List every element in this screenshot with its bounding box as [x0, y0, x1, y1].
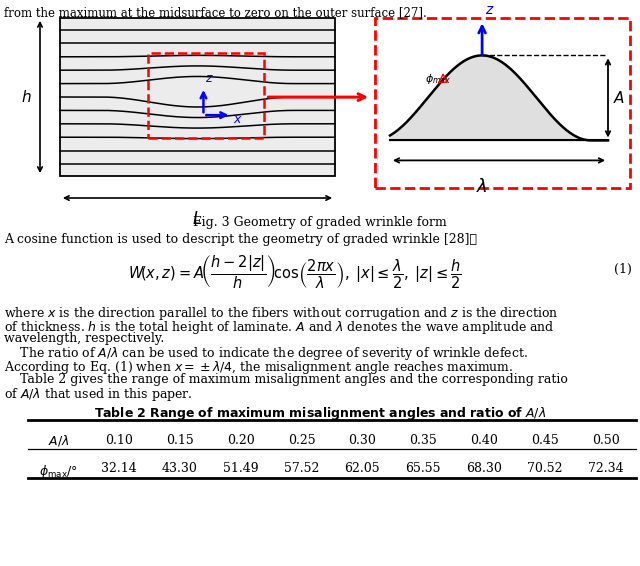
Text: $A/\lambda$: $A/\lambda$	[47, 434, 69, 448]
Text: $L$: $L$	[193, 210, 203, 228]
Text: $z$: $z$	[485, 3, 495, 18]
Text: According to Eq. (1) when $x=\pm\lambda/4$, the misalignment angle reaches maxim: According to Eq. (1) when $x=\pm\lambda/…	[4, 359, 513, 376]
Text: 0.20: 0.20	[227, 434, 255, 447]
Text: wavelength, respectively.: wavelength, respectively.	[4, 332, 164, 345]
Text: where $x$ is the direction parallel to the fibers without corrugation and $z$ is: where $x$ is the direction parallel to t…	[4, 305, 559, 322]
Text: $\phi_{max}$: $\phi_{max}$	[425, 72, 451, 86]
Bar	[60, 18, 335, 176]
Text: The ratio of $A/\lambda$ can be used to indicate the degree of severity of wrink: The ratio of $A/\lambda$ can be used to …	[4, 345, 528, 362]
Text: 32.14: 32.14	[101, 462, 137, 475]
Text: $z$: $z$	[205, 72, 214, 85]
Text: of $A/\lambda$ that used in this paper.: of $A/\lambda$ that used in this paper.	[4, 386, 193, 403]
Bar	[148, 53, 264, 138]
Text: $\mathbf{Table\ 2\ Range\ of\ maximum\ misalignment\ angles\ and\ ratio\ of}\ \m: $\mathbf{Table\ 2\ Range\ of\ maximum\ m…	[94, 405, 546, 422]
Text: 62.05: 62.05	[344, 462, 380, 475]
Text: 72.34: 72.34	[588, 462, 623, 475]
Text: 0.45: 0.45	[531, 434, 559, 447]
Text: 51.49: 51.49	[223, 462, 259, 475]
Text: $A$: $A$	[613, 90, 625, 106]
Text: $x$: $x$	[234, 113, 243, 126]
Text: Fig. 3 Geometry of graded wrinkle form: Fig. 3 Geometry of graded wrinkle form	[193, 216, 447, 229]
Text: 0.40: 0.40	[470, 434, 498, 447]
Text: 0.30: 0.30	[348, 434, 376, 447]
Text: 65.55: 65.55	[406, 462, 441, 475]
Text: (1): (1)	[614, 263, 632, 276]
Text: $\phi_{\mathrm{max}}$/°: $\phi_{\mathrm{max}}$/°	[39, 462, 78, 479]
Bar	[375, 18, 630, 188]
Text: Table 2 gives the range of maximum misalignment angles and the corresponding rat: Table 2 gives the range of maximum misal…	[4, 372, 568, 385]
Text: from the maximum at the midsurface to zero on the outer surface [27].: from the maximum at the midsurface to ze…	[4, 6, 427, 19]
Text: 0.25: 0.25	[288, 434, 316, 447]
Text: 0.35: 0.35	[410, 434, 437, 447]
Text: 0.15: 0.15	[166, 434, 194, 447]
Text: 70.52: 70.52	[527, 462, 563, 475]
Text: $h$: $h$	[21, 89, 32, 105]
Text: A cosine function is used to descript the geometry of graded wrinkle [28]：: A cosine function is used to descript th…	[4, 233, 477, 246]
Text: 43.30: 43.30	[162, 462, 198, 475]
Text: 0.50: 0.50	[592, 434, 620, 447]
Text: 57.52: 57.52	[284, 462, 319, 475]
Text: 0.10: 0.10	[105, 434, 133, 447]
Text: $W\!\left(x,z\right)=A\!\left(\dfrac{h-2|z|}{h}\right)\!\cos\!\left(\dfrac{2\pi : $W\!\left(x,z\right)=A\!\left(\dfrac{h-2…	[128, 253, 461, 290]
Text: $\lambda$: $\lambda$	[476, 178, 488, 196]
Text: of thickness. $h$ is the total height of laminate. $A$ and $\lambda$ denotes the: of thickness. $h$ is the total height of…	[4, 319, 555, 336]
Text: 68.30: 68.30	[466, 462, 502, 475]
